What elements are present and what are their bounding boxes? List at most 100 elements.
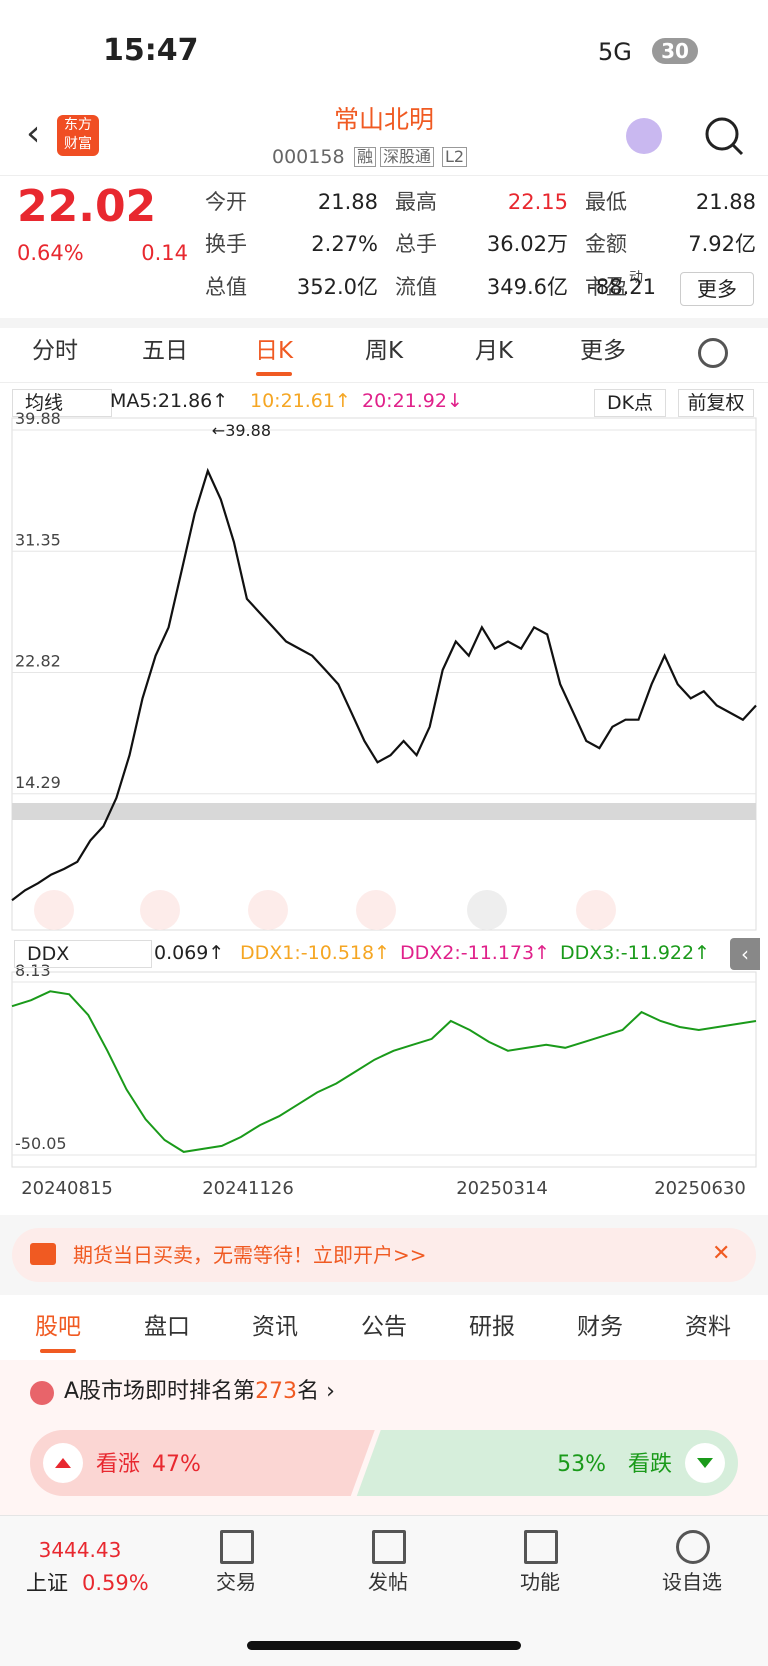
y-tick-label: 39.88 [15, 409, 61, 428]
adj-button[interactable]: 前复权 [678, 389, 754, 417]
logo-text: 东方 [64, 117, 92, 133]
field-label: 金额 [585, 232, 627, 256]
back[interactable]: ‹ [26, 113, 41, 154]
field-label: 市盈 [585, 275, 627, 299]
dk-button[interactable]: DK点 [594, 389, 666, 417]
tag: 融 [354, 147, 377, 167]
band [12, 803, 756, 820]
more-button[interactable]: 更多 [680, 272, 754, 306]
sub-tab[interactable]: 研报 [469, 1314, 515, 1340]
bull-arrow [55, 1458, 71, 1468]
field-value: 22.15 [507, 190, 568, 214]
x-tick-label: 20250314 [456, 1178, 548, 1199]
settings[interactable] [698, 338, 728, 368]
horn [30, 1243, 56, 1265]
nav-icon[interactable] [524, 1530, 558, 1564]
tab[interactable]: 日K [254, 338, 294, 364]
chart-control[interactable] [356, 890, 396, 930]
nav-icon[interactable] [372, 1530, 406, 1564]
max-label: ←39.88 [212, 421, 271, 440]
y-tick-label: 31.35 [15, 530, 61, 549]
field-label: 今开 [205, 190, 247, 214]
tab[interactable]: 更多 [580, 338, 626, 364]
ma-selector[interactable]: 均线 [12, 389, 112, 417]
index-name: 上证 [26, 1571, 68, 1595]
field-label: 流值 [395, 275, 437, 299]
bull-bar[interactable] [30, 1430, 375, 1496]
ddx-item: DDX3:-11.922↑ [560, 942, 711, 964]
nav-label[interactable]: 交易 [216, 1570, 256, 1594]
sub-tab[interactable]: 公告 [361, 1314, 407, 1340]
field-value: -88.21 [588, 275, 656, 299]
kline-frame [11, 417, 757, 931]
ddx-selector[interactable]: DDX [14, 940, 152, 968]
stock-name: 常山北明 [333, 105, 435, 134]
rank[interactable]: A股市场即时排名第273名 › [64, 1379, 335, 1404]
chart-control[interactable] [467, 890, 507, 930]
field-value: 7.92亿 [688, 232, 756, 256]
sub-tab[interactable]: 资料 [685, 1314, 731, 1340]
sub-tab-underline [40, 1349, 76, 1353]
chart-control[interactable] [576, 890, 616, 930]
nav [0, 1515, 768, 1666]
tab[interactable]: 月K [474, 338, 514, 364]
tab[interactable]: 分时 [32, 338, 78, 364]
rank-text: 名 [297, 1379, 320, 1404]
banner-text: 期货当日买卖，无需等待！立即开户>> [73, 1243, 427, 1267]
sentiment: 看涨 47% 53% 看跌 [30, 1430, 738, 1496]
field-value: 36.02万 [486, 232, 568, 256]
field-label: 换手 [205, 232, 247, 256]
sub-tab[interactable]: 股吧 [35, 1314, 81, 1340]
ddx-frame [11, 971, 757, 1168]
rank-number: 273 [255, 1379, 298, 1404]
field-value: 21.88 [317, 190, 378, 214]
bear-label: 看跌 [628, 1452, 672, 1477]
tab[interactable]: 五日 [142, 338, 188, 364]
tag: 深股通 [380, 147, 435, 167]
tab-underline [256, 372, 292, 376]
rank-icon [30, 1381, 54, 1405]
chart-control[interactable] [140, 890, 180, 930]
nav-icon[interactable] [676, 1530, 710, 1564]
divider [0, 175, 768, 176]
field-label: 最低 [585, 190, 627, 214]
y-tick-label: 22.82 [15, 652, 61, 671]
field-value: 349.6亿 [486, 275, 568, 299]
sub-tab[interactable]: 盘口 [144, 1314, 190, 1340]
close[interactable]: ✕ [712, 1241, 731, 1266]
ddx-item: DDX2:-11.173↑ [400, 942, 551, 964]
bull-value: 47% [152, 1452, 201, 1477]
charts: 39.88 31.35 22.82 14.29 ←39.88 8.13 -50.05 2024… [11, 409, 757, 1199]
ma-item: 20:21.92↓ [362, 390, 463, 412]
index-value: 3444.43 [38, 1538, 122, 1562]
field-value: 352.0亿 [296, 275, 378, 299]
field-label: 总值 [205, 275, 247, 299]
logo-text: 财富 [64, 136, 92, 152]
robot[interactable] [626, 118, 662, 154]
tab[interactable]: 周K [364, 338, 404, 364]
search[interactable] [705, 117, 739, 151]
bear-arrow [697, 1458, 713, 1468]
collapse[interactable]: ‹ [730, 938, 760, 970]
y-tick-label: 14.29 [15, 773, 61, 792]
nav-label[interactable]: 设自选 [662, 1570, 722, 1594]
battery: 30 [652, 38, 698, 64]
nav-label[interactable]: 功能 [520, 1570, 560, 1594]
header-icons [626, 117, 744, 156]
sub-tab[interactable]: 财务 [577, 1314, 623, 1340]
x-tick-label: 20241126 [202, 1178, 294, 1199]
chart-control[interactable] [34, 890, 74, 930]
bear-value: 53% [557, 1452, 606, 1477]
sub-tab[interactable]: 资讯 [252, 1314, 298, 1340]
logo: 东方 财富 [57, 115, 99, 156]
banner[interactable] [12, 1228, 756, 1282]
ddx-item: 0.069↑ [154, 942, 225, 964]
nav-label[interactable]: 发帖 [368, 1570, 408, 1594]
price: 22.02 [17, 181, 157, 232]
tag: L2 [442, 147, 468, 167]
bull-label: 看涨 [96, 1452, 140, 1477]
nav-icon[interactable] [220, 1530, 254, 1564]
chart-control[interactable] [248, 890, 288, 930]
bear-bar[interactable] [356, 1430, 738, 1496]
